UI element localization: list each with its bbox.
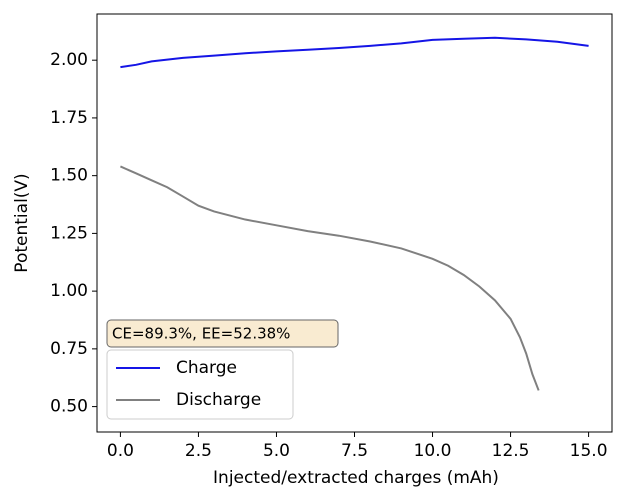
y-tick-label: 1.50 <box>50 166 88 186</box>
y-tick-label: 0.75 <box>50 339 88 359</box>
y-tick-label: 2.00 <box>50 50 88 70</box>
legend-label: Discharge <box>176 390 261 410</box>
x-tick-label: 12.5 <box>492 441 530 461</box>
x-tick-label: 7.5 <box>341 441 368 461</box>
x-tick-label: 2.5 <box>185 441 212 461</box>
y-tick-label: 1.25 <box>50 223 88 243</box>
y-tick-label: 1.75 <box>50 108 88 128</box>
x-tick-label: 15.0 <box>570 441 608 461</box>
x-tick-label: 10.0 <box>414 441 452 461</box>
y-axis-label: Potential(V) <box>12 173 32 272</box>
series-line <box>120 165 540 391</box>
y-tick-label: 1.00 <box>50 281 88 301</box>
annotation-box <box>106 319 339 348</box>
x-tick-label: 5.0 <box>263 441 290 461</box>
legend-label: Charge <box>176 358 237 378</box>
x-tick-label: 0.0 <box>107 441 134 461</box>
y-tick-label: 0.50 <box>50 397 88 417</box>
annotation: CE=89.3%, EE=52.38% <box>112 325 290 343</box>
series-line <box>120 36 589 69</box>
x-axis-label: Injected/extracted charges (mAh) <box>213 468 499 488</box>
